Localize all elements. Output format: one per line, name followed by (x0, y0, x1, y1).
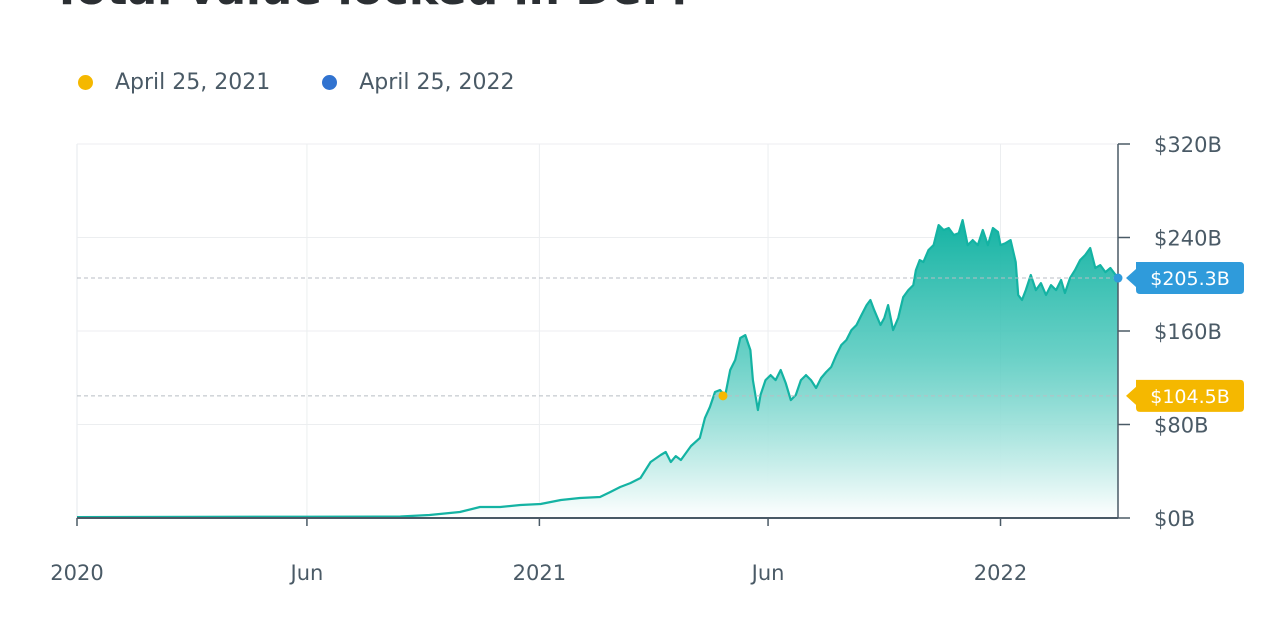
y-tick-label: $80B (1154, 414, 1209, 438)
legend-item-2021[interactable]: April 25, 2021 (78, 70, 270, 95)
legend-dot-yellow-icon (78, 75, 93, 90)
value-badge (1126, 262, 1244, 295)
x-tick-label: 2021 (513, 561, 566, 585)
marker-2021 (718, 391, 728, 401)
x-tick-label: Jun (289, 561, 324, 585)
legend-label: April 25, 2022 (359, 70, 515, 95)
legend-dot-blue-icon (322, 75, 338, 90)
x-tick-label: Jun (750, 561, 785, 585)
tvl-area (77, 220, 1118, 518)
legend: April 25, 2021 April 25, 2022 (78, 70, 515, 95)
marker-2022 (1113, 273, 1123, 283)
value-badge (1126, 379, 1244, 412)
legend-label: April 25, 2021 (115, 70, 271, 95)
y-tick-label: $240B (1154, 227, 1222, 251)
legend-item-2022[interactable]: April 25, 2022 (322, 70, 515, 95)
y-tick-label: $320B (1154, 133, 1222, 157)
chart-title: Total value locked in DeFi (52, 0, 687, 15)
y-tick-label: $0B (1154, 507, 1195, 531)
y-tick-label: $160B (1154, 320, 1222, 344)
value-badge-label: $104.5B (1150, 386, 1230, 408)
x-tick-label: 2022 (974, 561, 1027, 585)
tvl-line (76, 219, 1119, 519)
value-badge-label: $205.3B (1150, 268, 1230, 290)
x-tick-label: 2020 (50, 561, 103, 585)
